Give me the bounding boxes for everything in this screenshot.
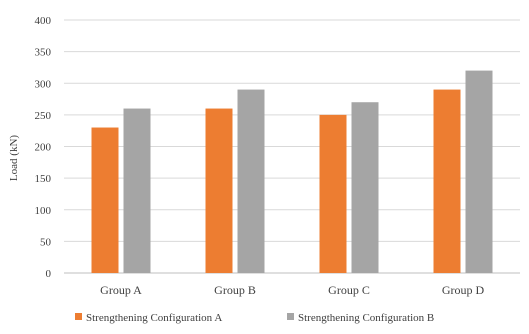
legend-swatch	[287, 313, 294, 320]
y-tick-label: 200	[35, 142, 52, 154]
y-axis-title: Load (kN)	[8, 135, 20, 181]
y-tick-label: 0	[46, 268, 52, 280]
x-tick-label: Group C	[328, 283, 370, 297]
y-tick-label: 250	[35, 110, 52, 122]
bar	[465, 70, 493, 273]
legend: Strengthening Configuration A Strengtheni…	[75, 312, 434, 324]
x-tick-label: Group A	[100, 283, 142, 297]
legend-label: Strengthening Configuration A	[86, 312, 222, 324]
y-tick-label: 350	[35, 47, 52, 59]
bar	[205, 108, 233, 273]
bar	[433, 89, 461, 273]
tick-labels: 0 50 100 150 200 250 300 350 400 Group A Group B Gr…	[35, 15, 485, 297]
bar	[319, 114, 347, 273]
x-tick-label: Group D	[442, 283, 485, 297]
y-tick-label: 50	[40, 236, 52, 248]
bar	[237, 89, 265, 273]
y-tick-label: 100	[35, 205, 52, 217]
bar	[91, 127, 119, 274]
y-tick-label: 400	[35, 15, 52, 27]
legend-swatch	[75, 313, 82, 320]
bar	[351, 102, 379, 273]
y-tick-label: 300	[35, 78, 52, 90]
bar	[123, 108, 151, 273]
legend-label: Strengthening Configuration B	[298, 312, 434, 324]
x-tick-label: Group B	[214, 283, 256, 297]
bars	[91, 70, 493, 274]
y-tick-label: 150	[35, 173, 52, 185]
